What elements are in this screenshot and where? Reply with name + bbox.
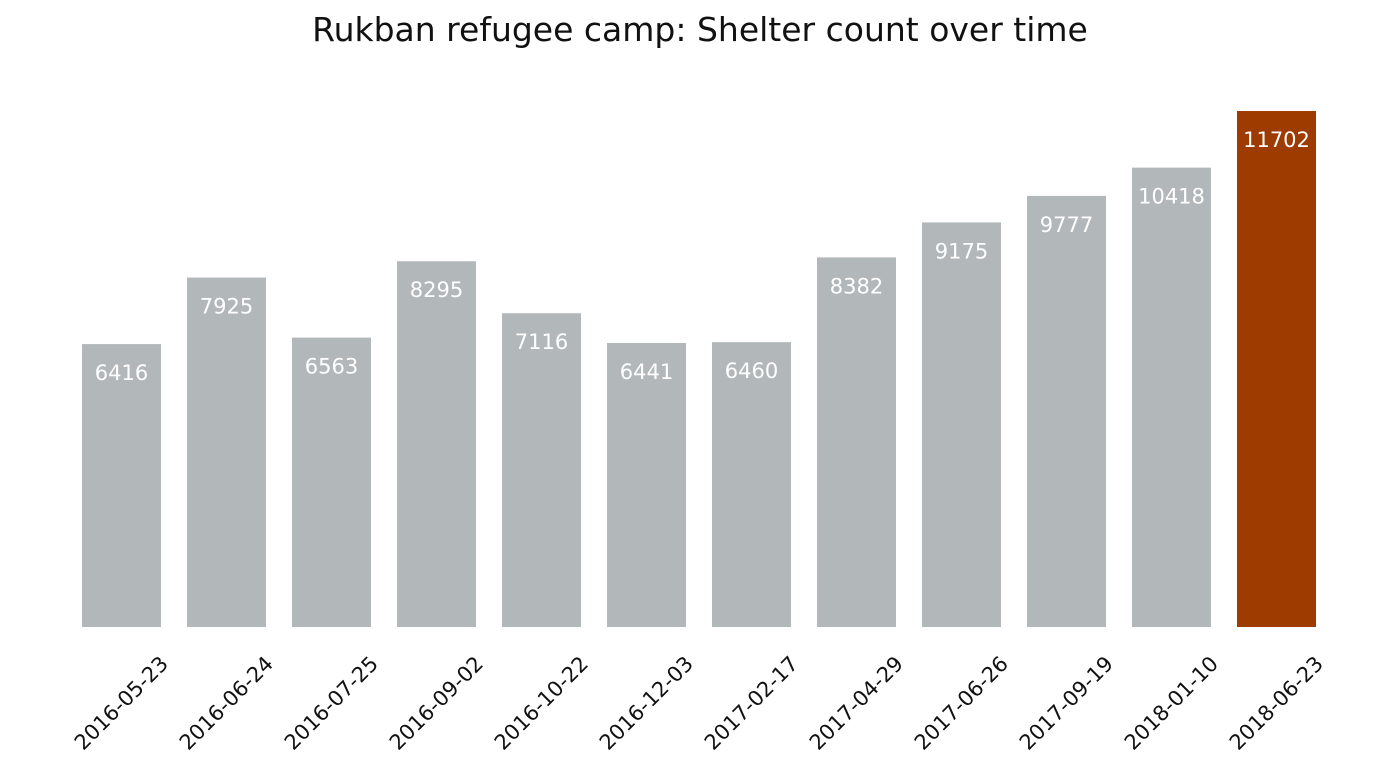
- bar-value-label: 10418: [1138, 185, 1205, 209]
- bar-value-label: 8295: [410, 278, 463, 302]
- bars-layer: [82, 111, 1316, 627]
- bar-value-label: 9175: [935, 239, 988, 263]
- bar-value-label: 8382: [830, 274, 883, 298]
- x-tick-label: 2017-06-26: [910, 652, 1013, 755]
- bar-2017-06-26: [922, 222, 1001, 627]
- bar-2017-04-29: [817, 257, 896, 627]
- bar-2016-05-23: [82, 344, 161, 627]
- bar-2018-01-10: [1132, 167, 1211, 627]
- x-tick-label: 2017-02-17: [700, 652, 803, 755]
- bar-value-label: 7925: [200, 295, 253, 319]
- bar-2016-07-25: [292, 337, 371, 627]
- x-tick-label: 2016-10-22: [490, 652, 593, 755]
- x-tick-label: 2017-09-19: [1015, 652, 1118, 755]
- x-tick-label: 2016-12-03: [595, 652, 698, 755]
- bar-value-label: 6416: [95, 361, 148, 385]
- x-tick-label: 2017-04-29: [805, 652, 908, 755]
- x-tick-label: 2018-06-23: [1225, 652, 1328, 755]
- x-axis-tick-labels: 2016-05-23 2016-06-24 2016-07-25 2016-09-02…: [70, 652, 1328, 755]
- bar-value-label: 7116: [515, 330, 568, 354]
- chart-title: Rukban refugee camp: Shelter count over …: [312, 10, 1088, 49]
- bar-2016-10-22: [502, 313, 581, 627]
- x-tick-label: 2016-06-24: [175, 652, 278, 755]
- x-tick-label: 2016-05-23: [70, 652, 173, 755]
- bar-value-label: 6563: [305, 355, 358, 379]
- x-tick-label: 2018-01-10: [1120, 652, 1223, 755]
- bar-value-label: 6441: [620, 360, 673, 384]
- bar-2017-02-17: [712, 342, 791, 627]
- bar-2016-09-02: [397, 261, 476, 627]
- bar-2017-09-19: [1027, 195, 1106, 627]
- x-tick-label: 2016-07-25: [280, 652, 383, 755]
- bar-2016-06-24: [187, 277, 266, 627]
- x-tick-label: 2016-09-02: [385, 652, 488, 755]
- bar-2016-12-03: [607, 342, 686, 627]
- bar-2018-06-23: [1237, 111, 1316, 627]
- bar-value-label: 9777: [1040, 213, 1093, 237]
- bar-value-label: 11702: [1243, 128, 1310, 152]
- bar-value-label: 6460: [725, 359, 778, 383]
- bar-value-labels: 6416 7925 6563 8295 7116 6441 6460 8382 9175 9777…: [95, 128, 1310, 385]
